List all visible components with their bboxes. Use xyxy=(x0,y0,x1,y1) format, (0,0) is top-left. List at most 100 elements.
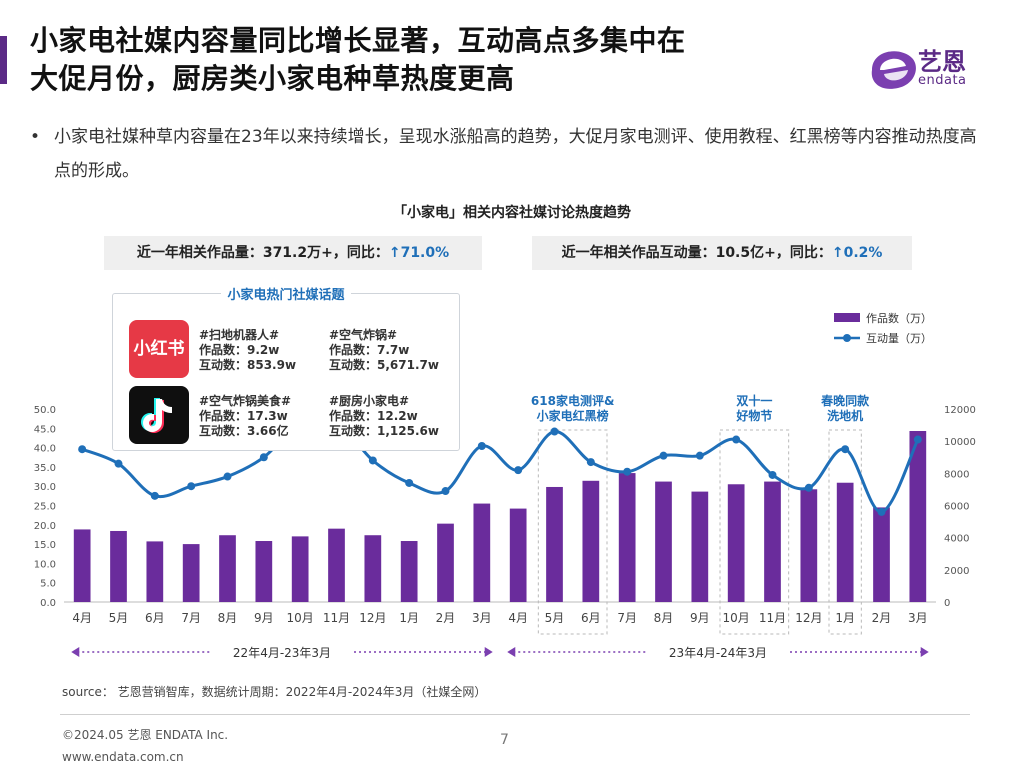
bar-works xyxy=(546,486,563,602)
legend-label-interaction: 互动量（万） xyxy=(866,332,932,345)
y-left-tick-label: 35.0 xyxy=(34,463,56,474)
annotation-label-2-line1: 春晚同款 xyxy=(820,393,870,408)
website-text: www.endata.com.cn xyxy=(62,750,184,764)
bar-works xyxy=(73,529,91,602)
x-tick-label: 3月 xyxy=(908,611,928,625)
x-tick-label: 7月 xyxy=(181,611,201,625)
point-interaction xyxy=(732,435,741,444)
y-right-tick-label: 4000 xyxy=(944,534,969,545)
period-arrow-right-0 xyxy=(484,647,493,657)
point-interaction xyxy=(259,453,268,462)
interaction-stat-label: 近一年相关作品互动量：10.5亿+，同比： xyxy=(561,245,832,261)
bar-works xyxy=(146,541,164,602)
y-left-tick-label: 45.0 xyxy=(34,424,56,435)
x-tick-label: 6月 xyxy=(581,611,601,625)
y-right-tick-label: 2000 xyxy=(944,566,969,577)
annotation-label-1-line1: 双十一 xyxy=(736,393,772,408)
point-interaction xyxy=(913,435,922,444)
point-interaction xyxy=(477,441,486,450)
footer-info: ©2024.05 艺恩 ENDATA Inc. www.endata.com.c… xyxy=(62,724,228,768)
point-interaction xyxy=(623,467,632,476)
title-line-2: 大促月份，厨房类小家电种草热度更高 xyxy=(30,62,515,95)
bar-works xyxy=(655,481,672,602)
title-line-1: 小家电社媒内容量同比增长显著，互动高点多集中在 xyxy=(30,24,686,57)
point-interaction xyxy=(187,482,196,491)
x-tick-label: 6月 xyxy=(145,611,165,625)
period-label-0: 22年4月-23年3月 xyxy=(233,646,331,660)
x-tick-label: 10月 xyxy=(287,611,314,625)
point-interaction xyxy=(804,483,813,492)
y-right-tick-label: 0 xyxy=(944,598,950,609)
x-tick-label: 8月 xyxy=(218,611,238,625)
point-interaction xyxy=(514,466,523,475)
point-interaction xyxy=(659,451,668,460)
interaction-stat-box: 近一年相关作品互动量：10.5亿+，同比：↑0.2% xyxy=(532,236,912,270)
legend-swatch-works xyxy=(834,313,860,322)
bar-works xyxy=(618,473,636,602)
hot-topics-panel: 小家电热门社媒话题 小红书 #扫地机器人# 作品数：9.2w 互动数：853.9w … xyxy=(112,288,460,451)
y-left-tick-label: 0.0 xyxy=(40,598,56,609)
x-tick-label: 4月 xyxy=(508,611,528,625)
x-tick-label: 3月 xyxy=(472,611,492,625)
y-right-tick-label: 8000 xyxy=(944,469,969,480)
works-stat-label: 近一年相关作品量：371.2万+，同比： xyxy=(136,245,389,261)
x-tick-label: 5月 xyxy=(545,611,565,625)
annotation-label-1-line2: 好物节 xyxy=(735,408,772,423)
bar-works xyxy=(182,544,200,602)
annotation-label-2-line2: 洗地机 xyxy=(827,408,863,423)
y-right-tick-label: 10000 xyxy=(944,437,976,448)
y-left-tick-label: 25.0 xyxy=(34,502,56,513)
page-number: 7 xyxy=(500,732,509,748)
point-interaction xyxy=(550,427,559,436)
bar-works xyxy=(727,484,745,602)
x-tick-label: 12月 xyxy=(359,611,386,625)
period-arrow-right-1 xyxy=(920,647,929,657)
works-stat-box: 近一年相关作品量：371.2万+，同比：↑71.0% xyxy=(104,236,482,270)
point-interaction xyxy=(368,456,377,465)
title-accent-bar xyxy=(0,36,7,84)
bullet-dot: • xyxy=(30,127,41,147)
period-arrow-left-0 xyxy=(71,647,80,657)
bar-works xyxy=(473,503,491,602)
point-interaction xyxy=(150,491,159,500)
period-label-1: 23年4月-24年3月 xyxy=(669,646,767,660)
point-interaction xyxy=(441,487,450,496)
x-tick-label: 5月 xyxy=(109,611,129,625)
x-tick-label: 8月 xyxy=(654,611,674,625)
annotation-box-1 xyxy=(719,429,790,635)
y-left-tick-label: 40.0 xyxy=(34,444,56,455)
point-interaction xyxy=(841,445,850,454)
bar-works xyxy=(400,541,418,602)
x-tick-label: 10月 xyxy=(723,611,750,625)
y-left-tick-label: 30.0 xyxy=(34,482,56,493)
x-tick-label: 1月 xyxy=(399,611,419,625)
bar-works xyxy=(509,508,527,602)
annotation-box-0 xyxy=(537,429,608,635)
y-right-tick-label: 6000 xyxy=(944,502,969,513)
bar-works xyxy=(691,491,709,602)
bar-works xyxy=(836,482,854,602)
y-left-tick-label: 20.0 xyxy=(34,521,56,532)
y-left-tick-label: 5.0 xyxy=(40,579,56,590)
bar-works xyxy=(582,480,600,602)
xiaohongshu-icon: 小红书 xyxy=(129,320,189,378)
point-interaction xyxy=(877,507,886,516)
summary-bullet: • 小家电社媒种草内容量在23年以来持续增长，呈现水涨船高的趋势，大促月家电测评… xyxy=(30,120,980,188)
bar-works xyxy=(291,536,309,602)
copyright-text: ©2024.05 艺恩 ENDATA Inc. xyxy=(62,728,229,742)
x-tick-label: 2月 xyxy=(872,611,892,625)
x-tick-label: 11月 xyxy=(323,611,350,625)
y-left-tick-label: 15.0 xyxy=(34,540,56,551)
bar-works xyxy=(328,528,345,602)
douyin-icon xyxy=(129,386,189,444)
bar-works xyxy=(364,535,382,602)
logo-en-text: endata xyxy=(918,73,967,88)
x-tick-label: 11月 xyxy=(759,611,786,625)
point-interaction xyxy=(405,478,414,487)
bar-works xyxy=(437,523,454,602)
source-note: source： 艺恩营销智库，数据统计周期：2022年4月-2024年3月（社媒… xyxy=(62,685,487,699)
page-title: 小家电社媒内容量同比增长显著，互动高点多集中在 大促月份，厨房类小家电种草热度更… xyxy=(30,22,830,98)
legend-label-works: 作品数（万） xyxy=(866,312,932,325)
period-arrow-left-1 xyxy=(507,647,516,657)
